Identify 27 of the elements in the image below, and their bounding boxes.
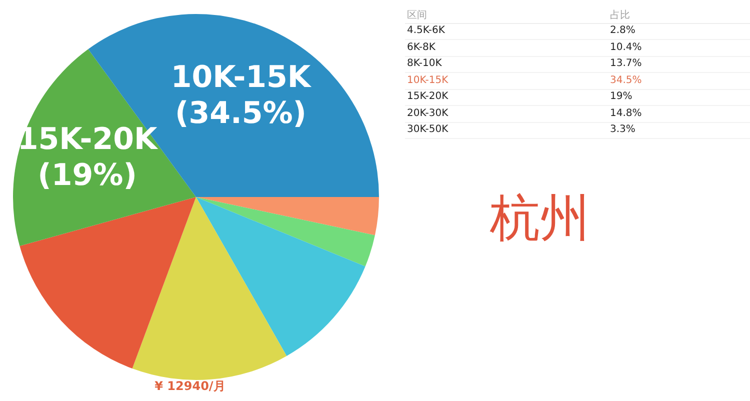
pie-slice xyxy=(132,197,287,380)
category-label: 15K-20K xyxy=(407,91,448,102)
category-label: 6K-8K xyxy=(407,42,436,52)
pie-slice xyxy=(196,197,366,356)
pie-slice xyxy=(20,197,196,369)
slice-label: 10K-15K xyxy=(170,60,312,96)
text: 2.8% xyxy=(610,25,636,36)
text: 区间 xyxy=(407,9,427,22)
category-label: 30K-50K xyxy=(407,124,448,135)
text: ¥ 12940/月 xyxy=(154,378,226,395)
pie-slice xyxy=(196,197,375,266)
data-label: (19%) xyxy=(38,158,137,193)
text: 34.5% xyxy=(610,74,642,86)
text: 杭州 xyxy=(489,188,591,249)
pie-slice xyxy=(196,197,379,236)
category-label: 8K-10K xyxy=(407,58,442,69)
slice-label: 15K-20K xyxy=(17,122,159,157)
text: 3.3% xyxy=(610,124,636,135)
text: 13.7% xyxy=(610,58,642,69)
text: 14.8% xyxy=(610,108,642,118)
category-label: 4.5K-6K xyxy=(407,25,445,36)
data-label: (34.5%) xyxy=(175,96,307,132)
category-label: 20K-30K xyxy=(407,108,448,118)
text: 10.4% xyxy=(610,42,642,52)
text: 占比 xyxy=(610,8,630,22)
category-label: 10K-15K xyxy=(407,74,448,86)
text: 19% xyxy=(610,91,632,102)
